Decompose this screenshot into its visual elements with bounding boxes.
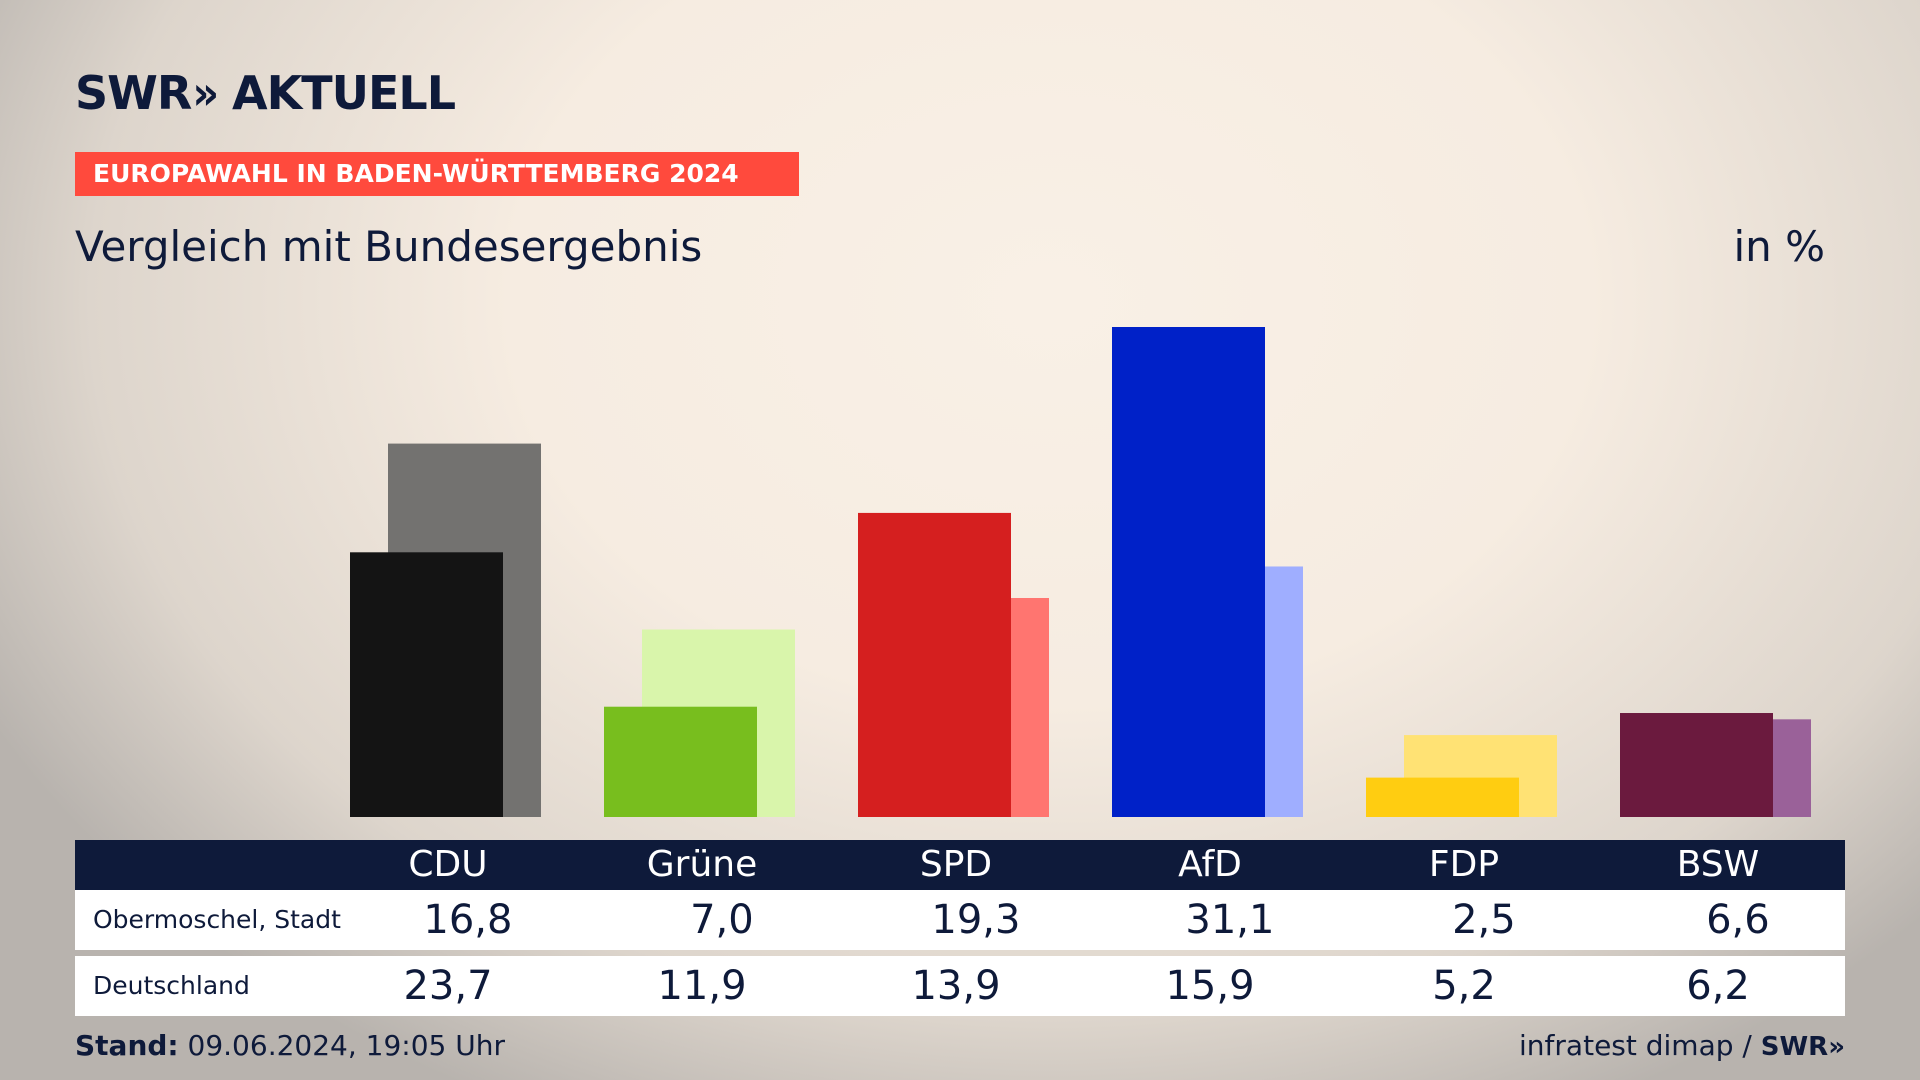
bar-chart — [350, 327, 1811, 817]
column-header: Grüne — [646, 844, 758, 885]
column-header: BSW — [1676, 844, 1760, 885]
source-text: infratest dimap / — [1519, 1029, 1752, 1062]
value-cell: 15,9 — [1165, 963, 1255, 1009]
logo-swr: SWR — [75, 66, 192, 120]
value-cell: 13,9 — [911, 963, 1001, 1009]
row-label: Obermoschel, Stadt — [93, 905, 341, 934]
bar-obermoschel-cdu — [350, 552, 503, 817]
stand-label: Stand: — [75, 1029, 179, 1062]
column-header: FDP — [1428, 844, 1500, 885]
header-cells: CDU Grüne SPD AfD FDP BSW — [321, 840, 1845, 890]
column-header: AfD — [1178, 844, 1242, 885]
value-cell: 5,2 — [1432, 963, 1496, 1009]
row-label: Deutschland — [93, 971, 250, 1000]
value-cell: 19,3 — [931, 897, 1021, 943]
timestamp: Stand: 09.06.2024, 19:05 Uhr — [75, 1029, 505, 1062]
value-cell: 7,0 — [690, 897, 754, 943]
chart-title: Vergleich mit Bundesergebnis — [75, 222, 703, 271]
bar-obermoschel-spd — [858, 512, 1011, 817]
value-cell: 23,7 — [403, 963, 493, 1009]
row-cells: 23,7 11,9 13,9 15,9 5,2 6,2 — [321, 956, 1845, 1016]
value-cell: 11,9 — [657, 963, 747, 1009]
value-cell: 6,6 — [1706, 897, 1770, 943]
column-header: CDU — [408, 844, 488, 885]
bar-obermoschel-grüne — [604, 706, 757, 817]
topic-banner: EUROPAWAHL IN BADEN-WÜRTTEMBERG 2024 — [75, 152, 799, 196]
swr-aktuell-logo: SWR» AKTUELL — [75, 66, 456, 120]
value-cell: 16,8 — [423, 897, 513, 943]
value-cell: 6,2 — [1686, 963, 1750, 1009]
value-cell: 2,5 — [1452, 897, 1516, 943]
stand-value: 09.06.2024, 19:05 Uhr — [187, 1029, 505, 1062]
table-row: Deutschland 23,7 11,9 13,9 15,9 5,2 6,2 — [75, 956, 1845, 1016]
row-cells: 16,8 7,0 19,3 31,1 2,5 6,6 — [341, 890, 1865, 950]
source-credit: infratest dimap / SWR» — [1519, 1029, 1845, 1062]
table-header: CDU Grüne SPD AfD FDP BSW — [75, 840, 1845, 890]
table-row: Obermoschel, Stadt 16,8 7,0 19,3 31,1 2,5 6,6 — [75, 890, 1845, 950]
bar-obermoschel-fdp — [1366, 777, 1519, 817]
swr-mini-logo: SWR» — [1760, 1032, 1845, 1062]
bar-obermoschel-afd — [1112, 327, 1265, 817]
value-cell: 31,1 — [1185, 897, 1275, 943]
logo-aktuell: AKTUELL — [232, 66, 456, 120]
bar-obermoschel-bsw — [1620, 713, 1773, 817]
header-spacer — [75, 840, 321, 890]
chevrons-icon: » — [192, 66, 220, 120]
column-header: SPD — [919, 844, 993, 885]
results-table: CDU Grüne SPD AfD FDP BSW Obermoschel, Stadt … — [75, 840, 1845, 1016]
unit-label: in % — [1733, 222, 1825, 271]
